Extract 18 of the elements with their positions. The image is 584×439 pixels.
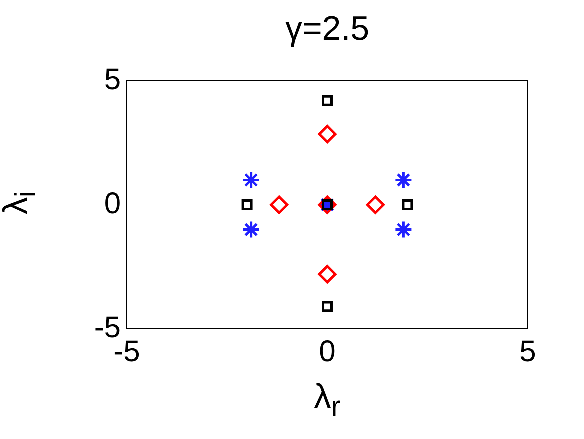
y-tick-label: 0 xyxy=(104,187,121,220)
point xyxy=(366,196,385,214)
x-axis-title: λ$_{r}$ xyxy=(313,378,342,424)
chart-title: γ=2.5 xyxy=(284,10,371,49)
point xyxy=(242,170,261,190)
point xyxy=(322,301,333,312)
x-tick-label: 0 xyxy=(319,335,336,368)
x-tick-label: 5 xyxy=(520,335,536,368)
point xyxy=(322,95,333,106)
y-tick-label: 5 xyxy=(104,63,121,96)
point xyxy=(318,125,337,144)
point xyxy=(270,196,289,214)
point xyxy=(318,265,337,284)
point xyxy=(402,200,414,210)
point xyxy=(394,220,413,240)
point xyxy=(242,220,261,240)
point xyxy=(394,170,413,190)
point xyxy=(242,200,253,210)
